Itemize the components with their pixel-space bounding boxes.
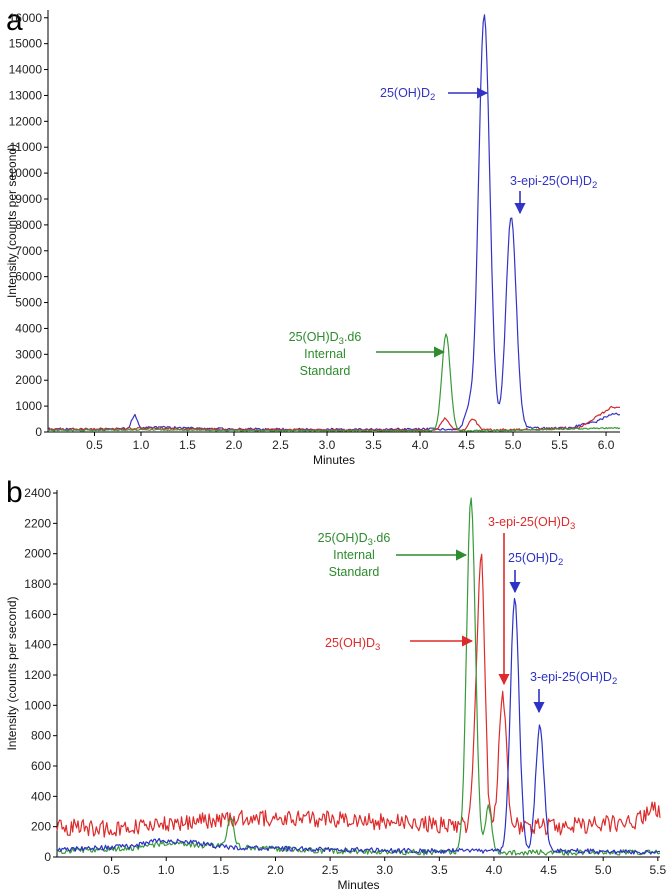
- x-tick-label: 3.0: [319, 438, 336, 452]
- y-tick-label: 800: [31, 729, 51, 743]
- y-tick-label: 3000: [15, 347, 42, 361]
- y-tick-label: 1000: [15, 399, 42, 413]
- x-tick-label: 3.5: [431, 863, 448, 877]
- peak-annotation: 25(OH)D2: [380, 86, 435, 103]
- y-tick-label: 15000: [9, 37, 43, 51]
- y-tick-label: 5000: [15, 296, 42, 310]
- x-tick-label: 2.0: [267, 863, 284, 877]
- x-axis-title: Minutes: [337, 878, 379, 892]
- y-tick-label: 11000: [10, 140, 43, 154]
- panel-a-label: a: [6, 4, 23, 37]
- y-tick-label: 1600: [24, 607, 51, 621]
- panel-b-label: b: [6, 476, 23, 509]
- y-tick-label: 13000: [9, 88, 43, 102]
- x-tick-label: 3.0: [376, 863, 393, 877]
- peak-annotation: 25(OH)D2: [508, 551, 563, 568]
- x-tick-label: 4.5: [458, 438, 475, 452]
- x-tick-label: 6.0: [598, 438, 615, 452]
- y-tick-label: 0: [35, 425, 42, 439]
- peak-annotation: 25(OH)D3: [325, 636, 380, 653]
- y-tick-label: 200: [31, 820, 51, 834]
- peak-annotation: 3-epi-25(OH)D2: [510, 174, 597, 191]
- peak-annotation: 25(OH)D3.d6: [318, 531, 391, 548]
- y-axis-title: Intensity (counts per second): [5, 596, 19, 750]
- x-tick-label: 4.5: [540, 863, 557, 877]
- y-tick-label: 2000: [15, 373, 42, 387]
- x-tick-label: 1.5: [179, 438, 196, 452]
- y-tick-label: 2200: [24, 516, 51, 530]
- x-tick-label: 2.5: [322, 863, 339, 877]
- x-tick-label: 4.0: [486, 863, 503, 877]
- peak-annotation: Internal: [333, 548, 375, 562]
- series-line: [47, 333, 621, 433]
- y-tick-label: 2000: [24, 547, 51, 561]
- x-tick-label: 2.0: [226, 438, 243, 452]
- x-tick-label: 1.0: [133, 438, 150, 452]
- peak-annotation: 25(OH)D3.d6: [289, 330, 362, 347]
- peak-annotation: Internal: [304, 347, 346, 361]
- y-tick-label: 1200: [24, 668, 51, 682]
- peak-annotation: Standard: [329, 565, 380, 579]
- series-line: [56, 597, 661, 855]
- y-tick-label: 1800: [24, 577, 51, 591]
- peak-annotation: 3-epi-25(OH)D3: [488, 515, 575, 532]
- x-tick-label: 2.5: [272, 438, 289, 452]
- peak-annotation: Standard: [300, 364, 351, 378]
- x-tick-label: 4.0: [412, 438, 429, 452]
- y-tick-label: 7000: [15, 244, 42, 258]
- x-tick-label: 5.5: [649, 863, 666, 877]
- y-axis-title: Intensity (counts per second): [5, 144, 19, 298]
- x-tick-label: 0.5: [86, 438, 103, 452]
- x-tick-label: 1.0: [158, 863, 175, 877]
- x-tick-label: 5.0: [595, 863, 612, 877]
- y-tick-label: 16000: [9, 11, 43, 25]
- y-tick-label: 2400: [24, 486, 51, 500]
- x-tick-label: 3.5: [365, 438, 382, 452]
- y-tick-label: 600: [31, 759, 51, 773]
- y-tick-label: 400: [31, 789, 51, 803]
- y-tick-label: 10000: [9, 166, 43, 180]
- y-tick-label: 1000: [24, 698, 51, 712]
- chart-panel-b: 0 200 400 600 800 1000 1200 1400 1600 1800 2000 220…: [5, 486, 666, 892]
- y-tick-label: 8000: [15, 218, 42, 232]
- y-tick-label: 12000: [9, 114, 43, 128]
- chart-panel-a: 0 1000 2000 3000 4000 5000 6000 7000 8000 9000 100…: [5, 10, 621, 467]
- y-tick-label: 9000: [15, 192, 42, 206]
- y-tick-label: 6000: [15, 270, 42, 284]
- y-tick-label: 14000: [9, 63, 43, 77]
- x-tick-label: 1.5: [213, 863, 230, 877]
- x-tick-label: 0.5: [103, 863, 120, 877]
- x-tick-label: 5.0: [505, 438, 522, 452]
- x-tick-label: 5.5: [551, 438, 568, 452]
- peak-annotation: 3-epi-25(OH)D2: [530, 670, 617, 687]
- x-axis-title: Minutes: [313, 453, 355, 467]
- y-tick-label: 0: [44, 850, 51, 864]
- series-line: [56, 553, 661, 838]
- y-tick-label: 4000: [15, 321, 42, 335]
- y-tick-label: 1400: [24, 638, 51, 652]
